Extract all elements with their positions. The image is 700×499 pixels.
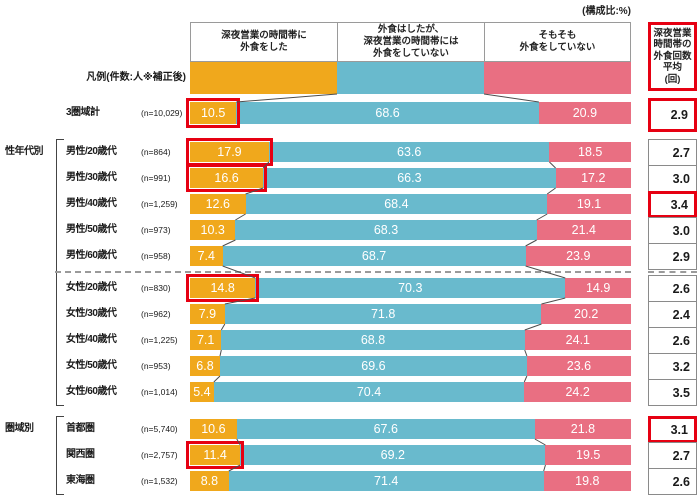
row-label: 男性/20歳代 xyxy=(66,146,117,157)
average-count-box: 3.4 xyxy=(648,191,697,218)
bar-segment-no-dining: 24.1 xyxy=(524,330,631,350)
row-label: 女性/50歳代 xyxy=(66,360,117,371)
row-label: 首都圏 xyxy=(66,423,95,434)
average-count-box: 2.6 xyxy=(648,468,697,495)
average-count-box: 3.2 xyxy=(648,353,697,380)
row-count: (n=5,740) xyxy=(141,424,178,434)
bar-segment-late-night: 16.6 xyxy=(190,168,264,188)
row-label: 女性/20歳代 xyxy=(66,282,117,293)
bar-segment-late-night: 10.5 xyxy=(190,102,237,124)
bar-segment-late-night: 7.1 xyxy=(190,330,222,350)
bar-segment-late-night: 11.4 xyxy=(190,445,241,465)
bar-segment-not-late: 68.4 xyxy=(245,194,548,214)
average-count-box: 3.0 xyxy=(648,165,697,192)
bar-segment-not-late: 68.6 xyxy=(236,102,539,124)
row-label: 3圏域計 xyxy=(66,107,100,118)
bar-segment-late-night: 5.4 xyxy=(190,382,214,402)
bar-segment-not-late: 67.6 xyxy=(236,419,535,439)
bar-segment-not-late: 63.6 xyxy=(268,142,550,162)
bar-segment-no-dining: 19.1 xyxy=(547,194,631,214)
row-count: (n=1,014) xyxy=(141,387,178,397)
row-label: 男性/60歳代 xyxy=(66,250,117,261)
bar-segment-not-late: 68.8 xyxy=(221,330,525,350)
bar-segment-no-dining: 24.2 xyxy=(524,382,631,402)
row-count: (n=991) xyxy=(141,173,171,183)
row-label: 男性/50歳代 xyxy=(66,224,117,235)
column-header-late-night-dining: 深夜営業の時間帯に 外食をした xyxy=(190,22,338,62)
row-label: 男性/40歳代 xyxy=(66,198,117,209)
row-count: (n=2,757) xyxy=(141,450,178,460)
legend-swatch-pink xyxy=(484,62,631,94)
bar-segment-no-dining: 20.2 xyxy=(541,304,631,324)
bar-segment-no-dining: 14.9 xyxy=(565,278,631,298)
bar-segment-no-dining: 18.5 xyxy=(549,142,631,162)
row-count: (n=830) xyxy=(141,283,171,293)
row-label: 男性/30歳代 xyxy=(66,172,117,183)
column-header-no-dining-out: そもそも 外食をしていない xyxy=(484,22,631,62)
bar-segment-no-dining: 19.8 xyxy=(543,471,631,491)
column-header-average-count: 深夜営業 時間帯の 外食回数 平均 (回) xyxy=(648,22,697,91)
bar-segment-not-late: 71.8 xyxy=(224,304,542,324)
row-count: (n=973) xyxy=(141,225,171,235)
bar-segment-no-dining: 19.5 xyxy=(545,445,631,465)
average-count-box: 3.1 xyxy=(648,416,697,443)
bar-segment-no-dining: 21.4 xyxy=(536,220,631,240)
bar-segment-not-late: 69.6 xyxy=(219,356,527,376)
legend-swatch-orange xyxy=(190,62,337,94)
bar-segment-late-night: 12.6 xyxy=(190,194,246,214)
row-label: 女性/30歳代 xyxy=(66,308,117,319)
average-count-box: 2.7 xyxy=(648,442,697,469)
average-count-box: 2.6 xyxy=(648,275,697,302)
bar-segment-no-dining: 23.9 xyxy=(525,246,631,266)
group-label-region: 圏域別 xyxy=(5,423,34,434)
male-female-divider-right xyxy=(648,271,697,273)
row-label: 女性/60歳代 xyxy=(66,386,117,397)
bar-segment-not-late: 70.3 xyxy=(255,278,566,298)
row-count: (n=958) xyxy=(141,251,171,261)
average-count-box: 2.6 xyxy=(648,327,697,354)
row-label: 関西圏 xyxy=(66,449,95,460)
bar-segment-not-late: 66.3 xyxy=(263,168,556,188)
bar-segment-late-night: 7.4 xyxy=(190,246,223,266)
bar-segment-late-night: 6.8 xyxy=(190,356,220,376)
bar-segment-not-late: 69.2 xyxy=(240,445,546,465)
bar-segment-late-night: 14.8 xyxy=(190,278,256,298)
average-count-box: 2.7 xyxy=(648,139,697,166)
average-count-box: 2.4 xyxy=(648,301,697,328)
row-count: (n=962) xyxy=(141,309,171,319)
group-label-gender-age: 性年代別 xyxy=(5,146,44,157)
bar-segment-not-late: 68.7 xyxy=(222,246,526,266)
legend-swatch-blue xyxy=(337,62,484,94)
bar-segment-not-late: 71.4 xyxy=(228,471,544,491)
average-count-box: 2.9 xyxy=(648,243,697,270)
row-label: 女性/40歳代 xyxy=(66,334,117,345)
average-count-box: 2.9 xyxy=(648,98,697,132)
row-count: (n=1,259) xyxy=(141,199,178,209)
bar-segment-no-dining: 21.8 xyxy=(534,419,631,439)
row-count: (n=864) xyxy=(141,147,171,157)
bar-segment-late-night: 10.6 xyxy=(190,419,237,439)
average-count-box: 3.5 xyxy=(648,379,697,406)
legend-label: 凡例(件数:人※補正後) xyxy=(86,72,186,83)
bar-segment-late-night: 10.3 xyxy=(190,220,236,240)
average-count-box: 3.0 xyxy=(648,217,697,244)
row-count: (n=10,029) xyxy=(141,108,183,118)
group-bracket-region xyxy=(56,416,64,495)
bar-segment-late-night: 17.9 xyxy=(190,142,269,162)
column-header-dined-out-not-late: 外食はしたが、 深夜営業の時間帯には 外食をしていない xyxy=(337,22,485,62)
composition-ratio-note: (構成比:%) xyxy=(582,6,631,17)
male-female-divider xyxy=(55,271,631,273)
bar-segment-not-late: 70.4 xyxy=(213,382,525,402)
row-count: (n=1,225) xyxy=(141,335,178,345)
row-label: 東海圏 xyxy=(66,475,95,486)
bar-segment-late-night: 7.9 xyxy=(190,304,225,324)
bar-segment-not-late: 68.3 xyxy=(235,220,537,240)
row-count: (n=953) xyxy=(141,361,171,371)
bar-segment-late-night: 8.8 xyxy=(190,471,229,491)
bar-segment-no-dining: 20.9 xyxy=(538,102,631,124)
bar-segment-no-dining: 17.2 xyxy=(555,168,631,188)
row-count: (n=1,532) xyxy=(141,476,178,486)
bar-segment-no-dining: 23.6 xyxy=(526,356,631,376)
